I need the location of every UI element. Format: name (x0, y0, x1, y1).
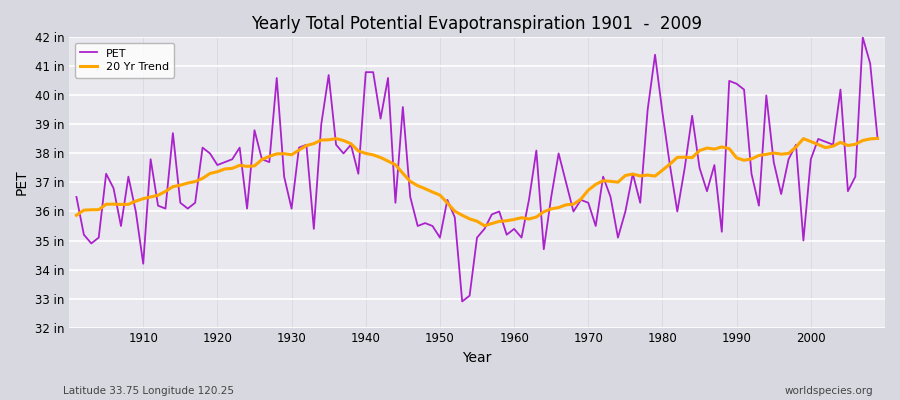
Line: PET: PET (76, 37, 878, 302)
PET (872, 136, 883, 141)
PET (858, 35, 868, 40)
20 Yr Trend (508, 217, 519, 222)
Legend: PET, 20 Yr Trend: PET, 20 Yr Trend (75, 43, 175, 78)
PET (516, 235, 526, 240)
Line: 20 Yr Trend: 20 Yr Trend (76, 138, 878, 226)
Text: Latitude 33.75 Longitude 120.25: Latitude 33.75 Longitude 120.25 (63, 386, 234, 396)
20 Yr Trend (338, 138, 349, 143)
PET (457, 299, 468, 304)
PET (293, 145, 304, 150)
20 Yr Trend (516, 215, 526, 220)
20 Yr Trend (479, 223, 490, 228)
20 Yr Trend (71, 213, 82, 218)
Text: worldspecies.org: worldspecies.org (785, 386, 873, 396)
20 Yr Trend (605, 179, 616, 184)
Title: Yearly Total Potential Evapotranspiration 1901  -  2009: Yearly Total Potential Evapotranspiratio… (251, 15, 703, 33)
PET (605, 194, 616, 199)
20 Yr Trend (293, 148, 304, 152)
20 Yr Trend (872, 136, 883, 141)
PET (71, 194, 82, 199)
X-axis label: Year: Year (463, 351, 491, 365)
20 Yr Trend (130, 199, 141, 204)
PET (130, 209, 141, 214)
PET (338, 151, 349, 156)
Y-axis label: PET: PET (15, 170, 29, 195)
PET (508, 226, 519, 231)
